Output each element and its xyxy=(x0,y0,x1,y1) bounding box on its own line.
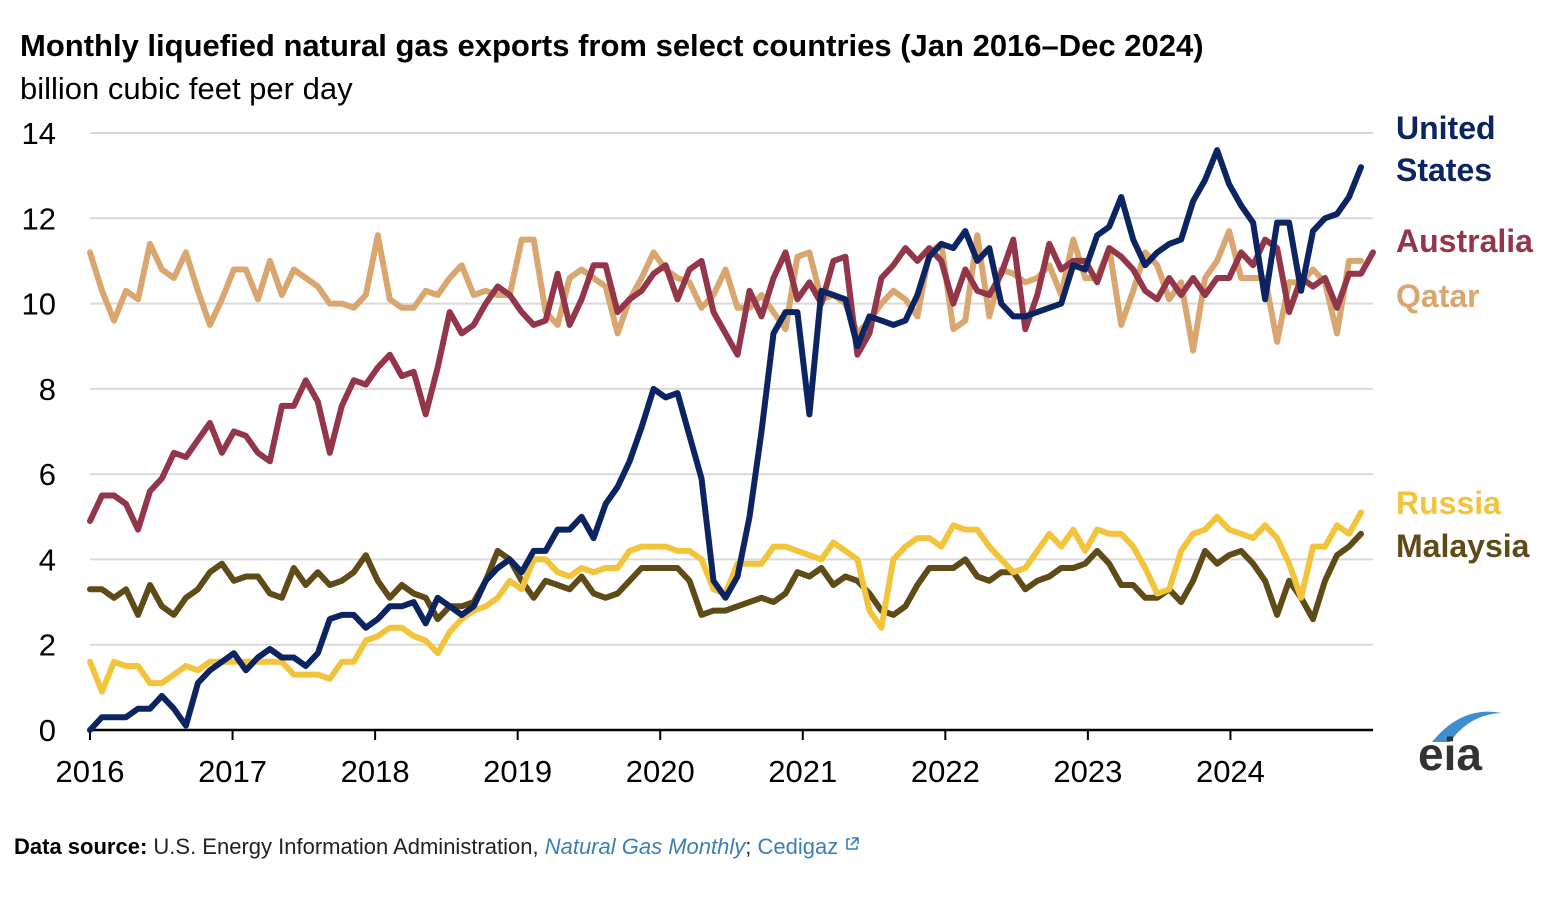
series-line-australia xyxy=(87,236,1376,533)
y-tick-label: 12 xyxy=(22,201,56,236)
series-labels: United States Australia Qatar Russia Malaysia xyxy=(1396,110,1533,564)
eia-logo-text: eia xyxy=(1418,728,1482,780)
x-tick-label: 2022 xyxy=(911,754,980,789)
series-label-malaysia: Malaysia xyxy=(1396,528,1530,564)
source-text: U.S. Energy Information Administration, xyxy=(153,834,539,859)
x-tick-label: 2018 xyxy=(341,754,410,789)
cedigaz-link[interactable]: Cedigaz xyxy=(757,834,839,859)
series-label-qatar: Qatar xyxy=(1396,278,1480,314)
series-label-russia: Russia xyxy=(1396,485,1501,521)
eia-logo[interactable]: eia xyxy=(1418,711,1502,780)
external-link-icon[interactable] xyxy=(844,836,860,852)
chart-title: Monthly liquefied natural gas exports fr… xyxy=(20,28,1204,63)
y-tick-label: 2 xyxy=(39,628,56,663)
source-label: Data source: xyxy=(14,834,148,859)
x-tick-label: 2023 xyxy=(1053,754,1122,789)
series-line-united-states xyxy=(87,147,1364,733)
y-tick-label: 14 xyxy=(22,116,56,151)
y-axis-tick-labels: 0 2 4 6 8 10 12 14 xyxy=(22,116,56,748)
x-tick-label: 2021 xyxy=(768,754,837,789)
source-line: Data source: U.S. Energy Information Adm… xyxy=(14,834,860,860)
eia-swoosh-icon xyxy=(1432,711,1502,742)
gridlines xyxy=(90,132,1373,646)
series-label-united-states: United States xyxy=(1396,110,1496,188)
source-separator: ; xyxy=(745,834,752,859)
y-tick-label: 6 xyxy=(39,457,56,492)
x-tick-label: 2019 xyxy=(483,754,552,789)
x-tick-label: 2020 xyxy=(626,754,695,789)
x-tick-label: 2016 xyxy=(56,754,125,789)
y-tick-label: 4 xyxy=(39,542,56,577)
y-tick-label: 10 xyxy=(22,287,56,322)
y-tick-label: 8 xyxy=(39,372,56,407)
natural-gas-monthly-link[interactable]: Natural Gas Monthly xyxy=(544,834,746,859)
x-axis-tick-labels: 2016 2017 2018 2019 2020 2021 2022 2023 2024 xyxy=(56,754,1265,789)
series-lines xyxy=(87,147,1376,733)
y-tick-label: 0 xyxy=(39,713,56,748)
chart-subtitle: billion cubic feet per day xyxy=(20,71,353,106)
series-label-australia: Australia xyxy=(1396,223,1533,259)
x-tick-label: 2024 xyxy=(1196,754,1265,789)
series-line-malaysia xyxy=(87,530,1364,623)
x-axis xyxy=(89,728,1373,740)
x-tick-label: 2017 xyxy=(198,754,267,789)
series-line-russia xyxy=(87,509,1364,695)
